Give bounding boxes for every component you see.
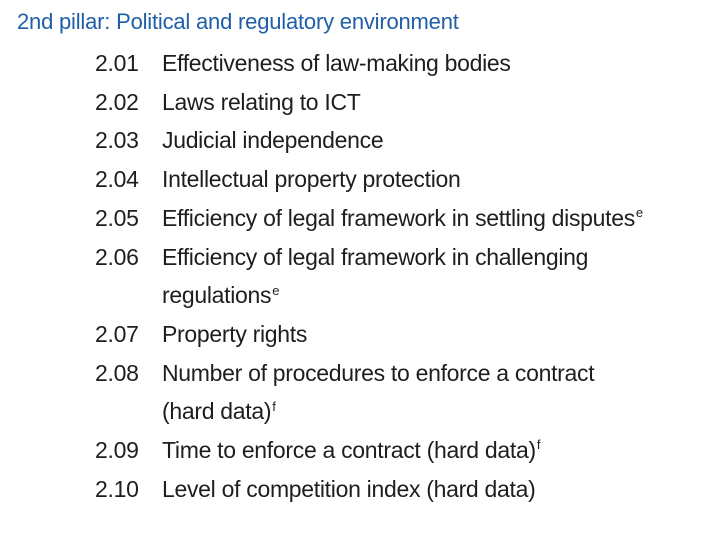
item-label: Efficiency of legal framework in challen… [162, 243, 589, 309]
item-number: 2.06 [95, 243, 139, 270]
item-number: 2.01 [95, 50, 139, 76]
list-item: 2.06 Efficiency of legal framework in ch… [95, 238, 710, 315]
item-label: Number of procedures to enforce a contra… [162, 359, 595, 425]
list-item: 2.03 Judicial independence [95, 121, 710, 160]
list-item: 2.05 Efficiency of legal framework in se… [95, 199, 710, 238]
item-number: 2.10 [95, 475, 139, 502]
item-number: 2.08 [95, 359, 139, 386]
footnote-marker: f [536, 437, 541, 453]
item-label: Laws relating to ICT [162, 88, 361, 115]
footnote-marker: f [272, 398, 276, 414]
list-item: 2.02 Laws relating to ICT [95, 83, 710, 122]
item-label: Time to enforce a contract (hard data)f [162, 437, 541, 464]
item-number: 2.09 [95, 437, 139, 464]
footnote-marker: e [272, 282, 280, 298]
item-label: Level of competition index (hard data) [162, 475, 536, 502]
item-number: 2.05 [95, 204, 139, 231]
list-item: 2.09 Time to enforce a contract (hard da… [95, 431, 710, 470]
item-number: 2.03 [95, 127, 139, 154]
item-label: Judicial independence [162, 127, 384, 154]
section-heading: 2nd pillar: Political and regulatory env… [17, 9, 459, 34]
indicator-list: 2.01 Effectiveness of law-making bodies … [95, 44, 710, 508]
list-item: 2.08 Number of procedures to enforce a c… [95, 354, 710, 431]
list-item: 2.10 Level of competition index (hard da… [95, 470, 710, 509]
item-number: 2.07 [95, 320, 139, 347]
item-number: 2.04 [95, 166, 139, 193]
item-label: Property rights [162, 320, 308, 347]
item-label: Efficiency of legal framework in settlin… [162, 204, 643, 231]
item-label: Effectiveness of law-making bodies [162, 50, 511, 76]
list-item: 2.07 Property rights [95, 315, 710, 354]
list-item: 2.04 Intellectual property protection [95, 160, 710, 199]
list-item: 2.01 Effectiveness of law-making bodies [95, 44, 710, 83]
item-number: 2.02 [95, 88, 139, 115]
item-label: Intellectual property protection [162, 166, 461, 193]
footnote-marker: e [635, 205, 643, 221]
